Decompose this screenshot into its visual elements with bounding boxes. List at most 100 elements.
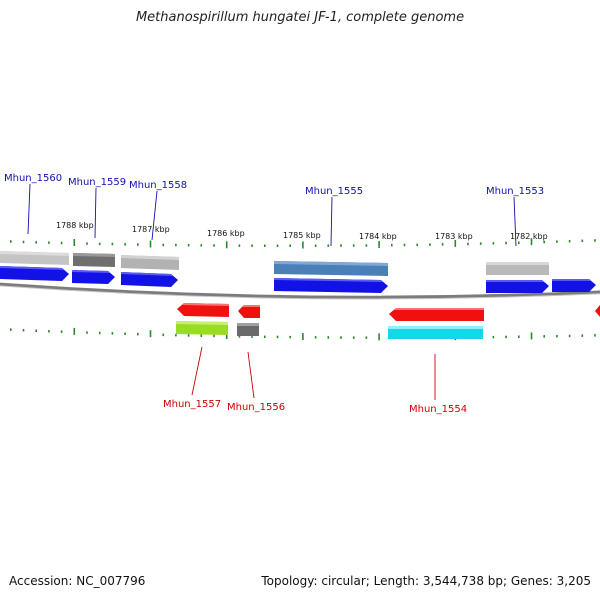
scale-tick (238, 244, 241, 247)
scale-tick (251, 335, 253, 338)
scale-label: 1788 kbp (56, 221, 94, 230)
leader-line (513, 196, 517, 247)
scale-tick (378, 241, 380, 248)
scale-tick (518, 241, 520, 244)
scale-tick (149, 330, 152, 338)
scale-tick (86, 331, 88, 334)
scale-tick (225, 332, 228, 339)
scale-label: 1783 kbp (435, 232, 473, 241)
scale-tick (251, 244, 253, 247)
scale-tick (60, 330, 63, 333)
map-title: Methanospirillum hungatei JF-1, complete… (135, 10, 465, 25)
scale-tick (289, 244, 291, 247)
scale-tick (492, 335, 495, 339)
scale-tick (238, 335, 241, 338)
scale-label: 1787 kbp (132, 225, 170, 234)
scale-tick (441, 243, 444, 246)
gene-arrow-plus[interactable] (274, 278, 388, 293)
scale-tick (492, 242, 495, 245)
gene-arrow-plus[interactable] (0, 266, 69, 281)
scale-tick (340, 244, 342, 247)
scale-tick (568, 240, 571, 243)
feature-block-cyan[interactable] (388, 326, 483, 339)
scale-tick (175, 333, 177, 337)
scale-tick (327, 244, 330, 247)
gene-label[interactable]: Mhun_1556 (227, 402, 285, 413)
scale-tick (314, 336, 317, 339)
scale-tick (403, 243, 406, 247)
scale-tick (10, 240, 12, 243)
scale-tick (314, 244, 317, 247)
gene-label[interactable]: Mhun_1560 (4, 173, 62, 184)
scale-tick (594, 239, 596, 242)
scale-label: 1784 kbp (359, 232, 397, 241)
scale-tick (48, 241, 50, 244)
scale-tick (137, 332, 139, 336)
scale-tick (530, 238, 533, 246)
gene-label[interactable]: Mhun_1554 (409, 404, 467, 415)
scale-tick (581, 239, 584, 243)
gene-arrow-minus[interactable] (177, 303, 229, 317)
scale-tick (98, 242, 101, 246)
scale-tick (200, 334, 203, 337)
scale-tick (568, 334, 571, 338)
scale-tick (111, 242, 114, 246)
scale-tick (124, 243, 126, 246)
scale-tick (479, 242, 482, 245)
scale-tick (73, 327, 76, 335)
scale-tick (35, 241, 37, 244)
gene-label[interactable]: Mhun_1558 (129, 180, 187, 191)
gene-arrow-plus[interactable] (552, 279, 596, 292)
scale-tick (187, 334, 190, 337)
scale-tick (200, 244, 203, 247)
scale-tick (35, 329, 37, 332)
genome-backbone (0, 282, 600, 300)
gene-arrow-minus[interactable] (595, 305, 600, 317)
scale-tick (594, 334, 596, 337)
scale-labels: 1788 kbp 1787 kbp 1786 kbp 1785 kbp 1784 kbp… (56, 221, 548, 241)
gene-arrow-minus[interactable] (389, 308, 484, 321)
gene-label[interactable]: Mhun_1553 (486, 186, 544, 197)
gene-label[interactable]: Mhun_1557 (163, 399, 221, 410)
scale-ticks-bottom (10, 327, 596, 341)
scale-tick (187, 244, 190, 247)
scale-tick (124, 332, 126, 335)
gene-arrow-minus[interactable] (238, 305, 260, 318)
scale-tick (162, 243, 164, 247)
scale-tick (543, 240, 545, 244)
scale-tick (22, 240, 25, 244)
scale-tick (73, 239, 76, 246)
scale-tick (213, 244, 215, 247)
scale-tick (365, 244, 368, 247)
leader-line (27, 183, 31, 235)
scale-tick (86, 242, 88, 245)
scale-label: 1782 kbp (510, 232, 548, 241)
scale-tick (10, 328, 12, 331)
gene-arrow-plus[interactable] (121, 272, 178, 287)
scale-tick (530, 332, 533, 340)
leader-line (151, 190, 158, 241)
scale-tick (467, 242, 469, 246)
scale-tick (365, 336, 368, 339)
scale-tick (416, 243, 418, 247)
leader-line (94, 187, 97, 239)
scale-tick (264, 335, 266, 339)
scale-tick (149, 240, 152, 248)
gene-arrow-plus[interactable] (486, 280, 549, 293)
gene-arrow-plus[interactable] (72, 270, 115, 284)
scale-tick (162, 333, 164, 337)
scale-tick (137, 243, 139, 246)
gene-label[interactable]: Mhun_1559 (68, 177, 126, 188)
scale-tick (391, 243, 393, 247)
scale-tick (302, 241, 304, 249)
scale-ticks-top (10, 238, 596, 249)
feature-block-darkgrey[interactable] (237, 323, 259, 336)
scale-tick (454, 239, 457, 247)
scale-tick (98, 331, 101, 335)
gene-label[interactable]: Mhun_1555 (305, 186, 363, 197)
feature-block-grey[interactable] (486, 262, 549, 275)
genome-summary-text: Topology: circular; Length: 3,544,738 bp… (261, 574, 591, 588)
scale-tick (60, 241, 63, 245)
scale-tick (213, 334, 215, 338)
